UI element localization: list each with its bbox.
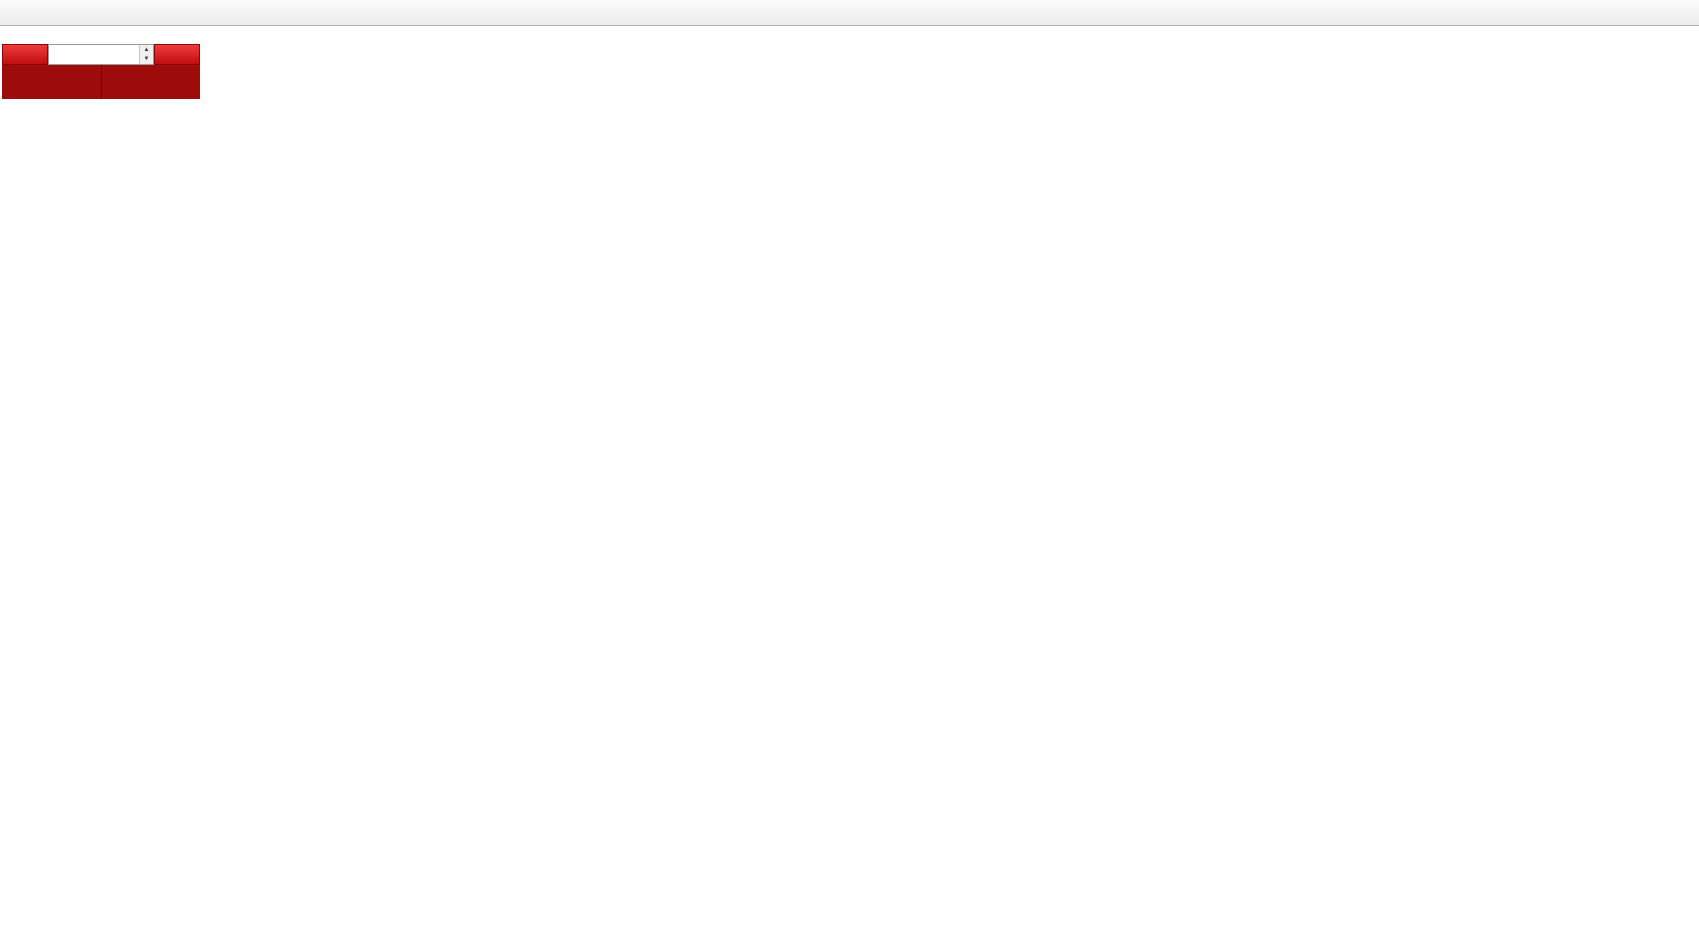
one-click-trading-panel: ▲ ▼ xyxy=(2,44,200,99)
sell-button[interactable] xyxy=(2,44,48,65)
volume-up-arrow[interactable]: ▲ xyxy=(140,45,153,55)
volume-value[interactable] xyxy=(49,45,139,64)
buy-button[interactable] xyxy=(154,44,200,65)
toolbar xyxy=(0,0,1699,26)
sell-price[interactable] xyxy=(2,65,102,99)
volume-stepper[interactable]: ▲ ▼ xyxy=(48,44,154,65)
volume-down-arrow[interactable]: ▼ xyxy=(140,54,153,64)
buy-price[interactable] xyxy=(102,65,201,99)
